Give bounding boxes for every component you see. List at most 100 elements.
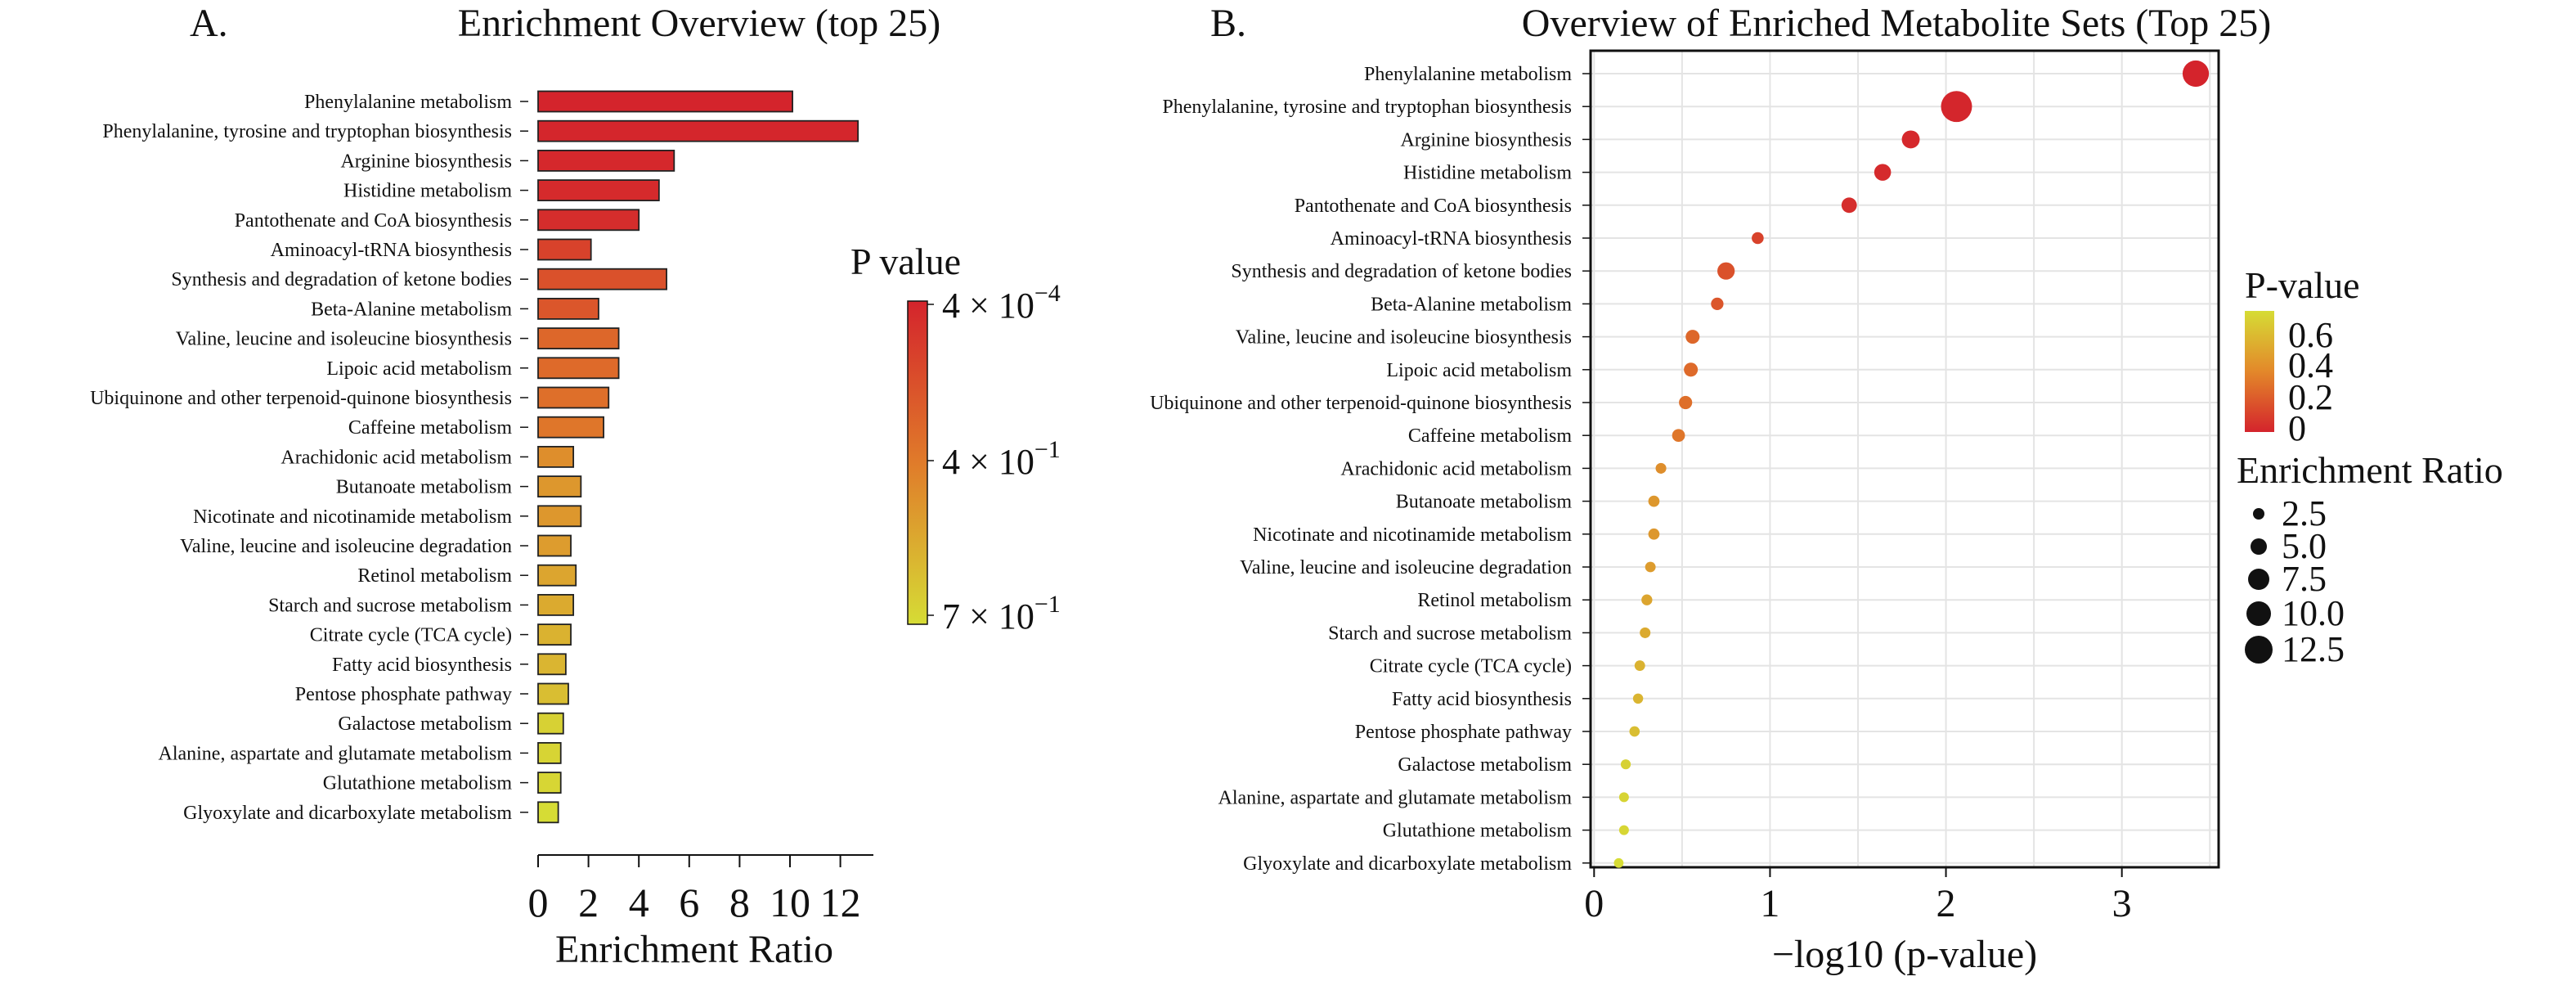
point-b-21 [1620, 759, 1631, 770]
category-label-b-0: Phenylalanine metabolism [1364, 64, 1572, 85]
point-b-23 [1618, 825, 1629, 835]
category-label-b-12: Arachidonic acid metabolism [1340, 458, 1572, 479]
panel-a-category-labels: Phenylalanine metabolism Phenylalanine, t… [90, 92, 528, 824]
bar-a-4 [537, 209, 640, 232]
legend-b-color-tick-0: 0.6 [2288, 315, 2333, 355]
panel-a-colorbar [907, 300, 928, 625]
category-label-a-24: Glyoxylate and dicarboxylate metabolism [183, 803, 512, 824]
size-legend-dot-2 [2248, 569, 2269, 590]
category-label-a-12: Arachidonic acid metabolism [280, 447, 512, 468]
category-label-a-16: Retinol metabolism [357, 565, 512, 587]
x-tick-label-a-5: 10 [770, 880, 810, 925]
bar-a-15 [537, 534, 572, 557]
panel-a-bars [537, 90, 859, 824]
category-label-b-23: Glutathione metabolism [1383, 821, 1573, 842]
category-label-a-10: Ubiquinone and other terpenoid-quinone b… [90, 388, 512, 409]
panel-b-background [1591, 51, 2219, 867]
bar-a-1 [537, 119, 859, 142]
panel-b-label: B. [1210, 2, 1246, 45]
category-label-a-21: Galactose metabolism [338, 713, 512, 735]
category-label-b-7: Beta-Alanine metabolism [1371, 294, 1572, 315]
category-label-b-24: Glyoxylate and dicarboxylate metabolism [1243, 853, 1572, 875]
panel-b-grid [1591, 51, 2219, 867]
category-label-b-18: Citrate cycle (TCA cycle) [1370, 656, 1572, 677]
category-label-b-8: Valine, leucine and isoleucine biosynthe… [1236, 327, 1572, 349]
category-label-a-23: Glutathione metabolism [323, 773, 513, 794]
point-b-12 [1655, 462, 1667, 474]
bar-a-23 [537, 772, 562, 794]
category-label-b-3: Histidine metabolism [1403, 163, 1572, 184]
legend-a-exp-1: −1 [1034, 436, 1061, 463]
x-tick-label-a-6: 12 [820, 880, 861, 925]
legend-b-size-tick-3: 10.0 [2282, 593, 2345, 633]
bar-a-21 [537, 712, 564, 735]
category-label-a-13: Butanoate metabolism [336, 477, 513, 498]
panel-b-title: Overview of Enriched Metabolite Sets (To… [1522, 2, 2271, 45]
category-label-b-4: Pantothenate and CoA biosynthesis [1295, 196, 1572, 217]
point-b-16 [1641, 594, 1653, 605]
category-label-a-11: Caffeine metabolism [348, 417, 513, 439]
category-label-a-17: Starch and sucrose metabolism [268, 595, 512, 616]
panel-b-plot-frame [1589, 49, 2220, 869]
bar-a-20 [537, 682, 569, 705]
category-label-b-9: Lipoic acid metabolism [1386, 360, 1572, 381]
panel-b-category-labels: Phenylalanine metabolism Phenylalanine, t… [1150, 64, 1591, 875]
category-label-b-17: Starch and sucrose metabolism [1328, 623, 1572, 644]
bar-a-7 [537, 297, 599, 320]
category-label-a-14: Nicotinate and nicotinamide metabolism [193, 506, 512, 528]
panel-b-colorbar [2245, 311, 2274, 432]
panel-a-legend-tick-0: 4 × 10−4 [927, 280, 1061, 326]
panel-b-points [1613, 60, 2210, 868]
category-label-b-1: Phenylalanine, tyrosine and tryptophan b… [1162, 97, 1572, 118]
point-b-7 [1711, 297, 1724, 311]
panel-a: A. Enrichment Overview (top 25) Phenylal… [90, 2, 1061, 971]
category-label-b-19: Fatty acid biosynthesis [1392, 689, 1572, 710]
x-tick-label-a-3: 6 [679, 880, 699, 925]
panel-a-label: A. [190, 2, 228, 45]
point-b-14 [1648, 528, 1660, 540]
bar-a-18 [537, 623, 572, 646]
bar-a-16 [537, 564, 577, 587]
legend-b-color-tick-2: 0.2 [2288, 377, 2333, 417]
point-b-2 [1901, 130, 1920, 149]
bar-a-12 [537, 446, 575, 468]
panel-b-x-label: −log10 (p-value) [1772, 933, 2037, 976]
x-tick-label-b-3: 3 [2112, 882, 2132, 925]
category-label-a-9: Lipoic acid metabolism [326, 358, 512, 380]
size-legend-dot-0 [2253, 508, 2264, 520]
category-label-a-19: Fatty acid biosynthesis [332, 655, 512, 676]
svg-text:4 × 10−4: 4 × 10−4 [942, 280, 1061, 326]
category-label-a-0: Phenylalanine metabolism [304, 92, 512, 113]
bar-a-5 [537, 238, 592, 261]
bar-a-14 [537, 505, 582, 528]
category-label-b-22: Alanine, aspartate and glutamate metabol… [1218, 787, 1572, 808]
legend-b-color-tick-1: 0.4 [2288, 345, 2333, 385]
bar-a-6 [537, 268, 667, 290]
point-b-11 [1672, 429, 1685, 443]
point-b-3 [1874, 164, 1892, 181]
x-tick-label-a-2: 4 [629, 880, 649, 925]
legend-a-mantissa-2: 7 × 10 [942, 596, 1034, 637]
point-b-4 [1841, 197, 1857, 214]
category-label-a-22: Alanine, aspartate and glutamate metabol… [158, 743, 512, 764]
legend-b-color-tick-3: 0 [2288, 408, 2306, 448]
panel-b-size-legend-title: Enrichment Ratio [2237, 449, 2503, 491]
legend-a-exp-2: −1 [1034, 591, 1061, 618]
bar-a-24 [537, 801, 559, 824]
x-tick-label-b-1: 1 [1760, 882, 1779, 925]
category-label-a-1: Phenylalanine, tyrosine and tryptophan b… [102, 121, 512, 142]
bar-a-2 [537, 149, 675, 172]
category-label-b-20: Pentose phosphate pathway [1355, 722, 1572, 743]
point-b-5 [1752, 232, 1764, 245]
panel-a-legend-tick-2: 7 × 10−1 [927, 591, 1061, 637]
category-label-b-10: Ubiquinone and other terpenoid-quinone b… [1150, 393, 1572, 414]
svg-text:7 × 10−1: 7 × 10−1 [942, 591, 1061, 637]
size-legend-dot-1 [2251, 538, 2267, 555]
point-b-18 [1634, 660, 1645, 672]
category-label-b-21: Galactose metabolism [1398, 754, 1572, 776]
legend-a-exp-0: −4 [1034, 280, 1061, 307]
panel-a-x-label: Enrichment Ratio [555, 928, 833, 971]
category-label-a-6: Synthesis and degradation of ketone bodi… [171, 269, 512, 290]
bar-a-10 [537, 386, 610, 409]
panel-b-color-legend-title: P-value [2245, 264, 2360, 306]
